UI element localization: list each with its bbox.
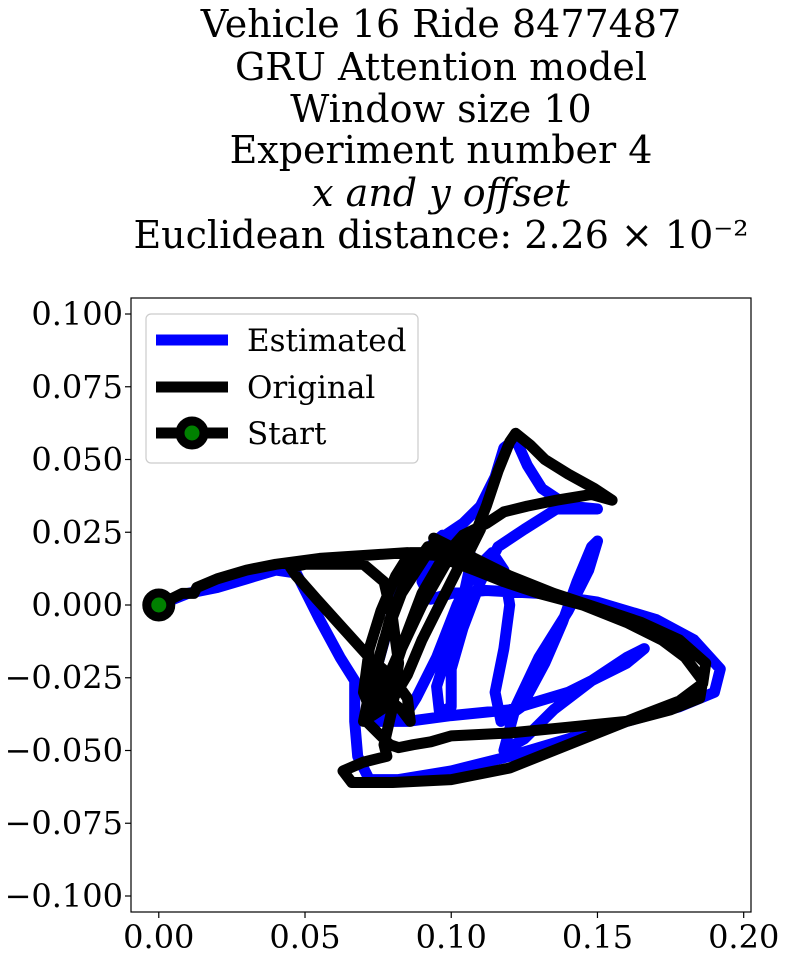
- y-tick-label: −0.100: [5, 877, 123, 915]
- series-line-original: [153, 427, 712, 788]
- title-line-1: Vehicle 16 Ride 8477487: [200, 2, 681, 46]
- legend-label-estimated: Estimated: [247, 323, 406, 359]
- y-tick-label: 0.050: [31, 441, 123, 479]
- title-line-3: Window size 10: [290, 87, 591, 131]
- y-tick-label: 0.000: [31, 586, 123, 624]
- y-tick-label: 0.100: [31, 295, 123, 333]
- title-line-4: Experiment number 4: [230, 128, 653, 172]
- y-tick-label: −0.025: [5, 659, 123, 697]
- x-tick-label: 0.05: [269, 918, 340, 956]
- y-tick-label: −0.075: [5, 804, 123, 842]
- legend-box: [145, 313, 419, 464]
- y-tick-label: −0.050: [5, 731, 123, 769]
- x-tick-label: 0.10: [416, 918, 487, 956]
- title-line-6: Euclidean distance: 2.26 × 10⁻²: [133, 213, 748, 257]
- x-tick-label: 0.15: [562, 918, 633, 956]
- x-axis: 0.00 0.05 0.10 0.15 0.20: [123, 912, 779, 956]
- y-axis: 0.100 0.075 0.050 0.025 0.000 −0.025 −0.050 −0.…: [5, 295, 131, 915]
- legend: Estimated Original Start: [145, 313, 419, 464]
- y-tick-label: 0.025: [31, 513, 123, 551]
- marker-layer: [142, 588, 176, 622]
- y-tick-label: 0.075: [31, 368, 123, 406]
- chart-title: Vehicle 16 Ride 8477487 GRU Attention mo…: [133, 2, 748, 257]
- legend-marker-start: [175, 416, 209, 450]
- series-layer: [153, 427, 726, 788]
- title-line-2: GRU Attention model: [235, 45, 647, 89]
- start-marker: [142, 588, 176, 622]
- legend-label-original: Original: [247, 370, 375, 406]
- x-tick-label: 0.20: [708, 918, 779, 956]
- legend-label-start: Start: [247, 416, 327, 452]
- title-line-5: x and y offset: [312, 171, 570, 215]
- x-tick-label: 0.00: [123, 918, 194, 956]
